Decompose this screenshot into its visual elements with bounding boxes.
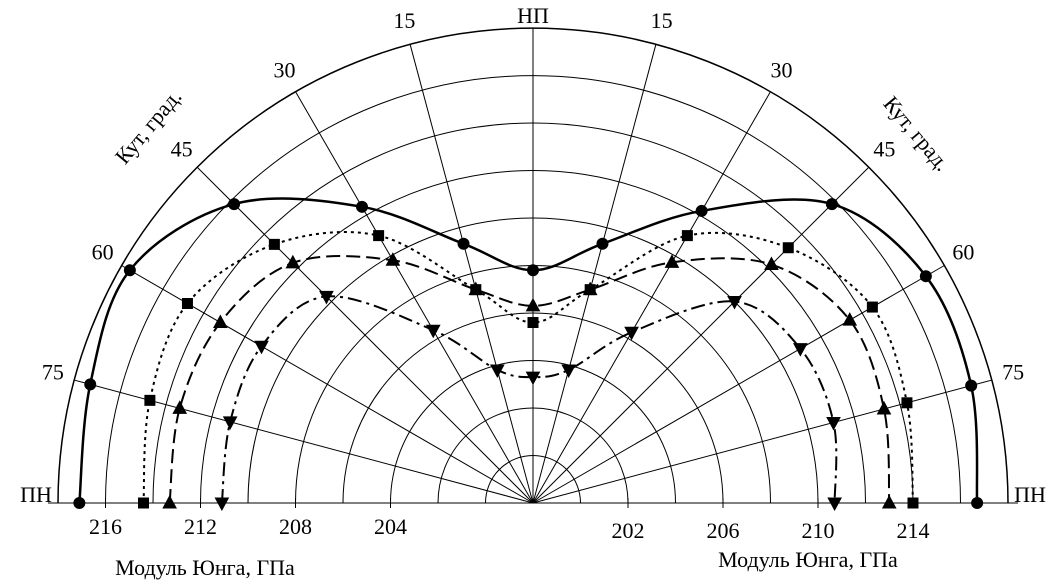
marker bbox=[123, 264, 136, 277]
grid-radial bbox=[532, 379, 992, 504]
marker bbox=[222, 416, 238, 430]
marker bbox=[73, 497, 86, 509]
marker bbox=[827, 497, 842, 512]
r-tick-label: 208 bbox=[279, 514, 312, 539]
radial-axis-label: Модуль Юнга, ГПа bbox=[115, 555, 295, 580]
series-line bbox=[168, 255, 891, 504]
grid-radial bbox=[532, 91, 771, 504]
marker bbox=[907, 497, 919, 509]
radial-axis-label: Модуль Юнга, ГПа bbox=[718, 547, 898, 572]
equator-label: ПН bbox=[20, 482, 52, 507]
angle-axis-label: Кут, град. bbox=[879, 91, 956, 176]
marker bbox=[373, 230, 385, 242]
marker bbox=[525, 371, 541, 386]
marker bbox=[457, 237, 470, 250]
marker bbox=[664, 254, 680, 268]
angle-tick-label: 60 bbox=[952, 240, 974, 265]
angle-tick-label: 75 bbox=[42, 359, 64, 384]
marker bbox=[971, 497, 984, 509]
grid-radial bbox=[532, 44, 657, 504]
marker bbox=[764, 256, 779, 271]
marker bbox=[695, 204, 708, 217]
marker bbox=[525, 297, 541, 312]
marker bbox=[881, 494, 897, 509]
marker bbox=[876, 400, 892, 415]
grid-radial bbox=[295, 91, 534, 504]
marker bbox=[268, 238, 280, 250]
marker bbox=[162, 494, 177, 509]
marker bbox=[624, 326, 639, 341]
r-tick-label: 210 bbox=[802, 518, 835, 543]
marker bbox=[866, 301, 878, 313]
marker bbox=[527, 264, 539, 277]
marker bbox=[965, 379, 978, 392]
marker bbox=[468, 281, 484, 296]
grid-radial bbox=[74, 379, 534, 504]
marker bbox=[254, 340, 269, 355]
angle-tick-label: 30 bbox=[771, 58, 793, 83]
marker bbox=[825, 198, 838, 211]
angle-tick-label: 15 bbox=[651, 8, 673, 33]
r-tick-label: 214 bbox=[897, 518, 930, 543]
marker bbox=[527, 317, 539, 328]
marker bbox=[181, 298, 193, 309]
marker bbox=[213, 314, 228, 328]
marker bbox=[490, 364, 505, 378]
r-tick-label: 204 bbox=[374, 514, 407, 539]
marker bbox=[172, 400, 188, 414]
pole-label: НП bbox=[517, 3, 549, 28]
marker bbox=[901, 397, 913, 409]
marker bbox=[842, 312, 858, 326]
angle-tick-label: 30 bbox=[274, 58, 296, 83]
marker bbox=[425, 324, 441, 339]
marker bbox=[561, 364, 576, 378]
angle-tick-label: 45 bbox=[873, 137, 895, 162]
angle-tick-label: 45 bbox=[171, 137, 193, 162]
r-tick-label: 212 bbox=[184, 514, 217, 539]
angle-tick-label: 15 bbox=[393, 8, 415, 33]
marker bbox=[319, 290, 334, 305]
marker bbox=[138, 497, 149, 509]
equator-label: ПН bbox=[1014, 482, 1046, 507]
grid-radial bbox=[409, 44, 534, 504]
marker bbox=[826, 416, 841, 431]
marker bbox=[919, 270, 932, 283]
marker bbox=[727, 295, 742, 310]
marker bbox=[356, 200, 368, 213]
grid-radial bbox=[532, 166, 870, 504]
marker bbox=[782, 242, 794, 254]
marker bbox=[681, 230, 693, 242]
marker bbox=[582, 281, 598, 296]
marker bbox=[385, 252, 401, 266]
angle-tick-label: 75 bbox=[1002, 359, 1024, 384]
marker bbox=[214, 497, 230, 512]
r-tick-label: 206 bbox=[707, 518, 740, 543]
marker bbox=[285, 254, 301, 269]
r-tick-label: 202 bbox=[612, 518, 645, 543]
marker bbox=[228, 198, 241, 211]
angle-tick-label: 60 bbox=[92, 240, 114, 265]
series-line bbox=[78, 197, 979, 504]
marker bbox=[144, 394, 156, 406]
r-tick-label: 216 bbox=[89, 514, 122, 539]
marker bbox=[793, 343, 808, 357]
marker bbox=[596, 237, 609, 250]
grid-radial bbox=[196, 166, 534, 504]
marker bbox=[84, 378, 97, 391]
